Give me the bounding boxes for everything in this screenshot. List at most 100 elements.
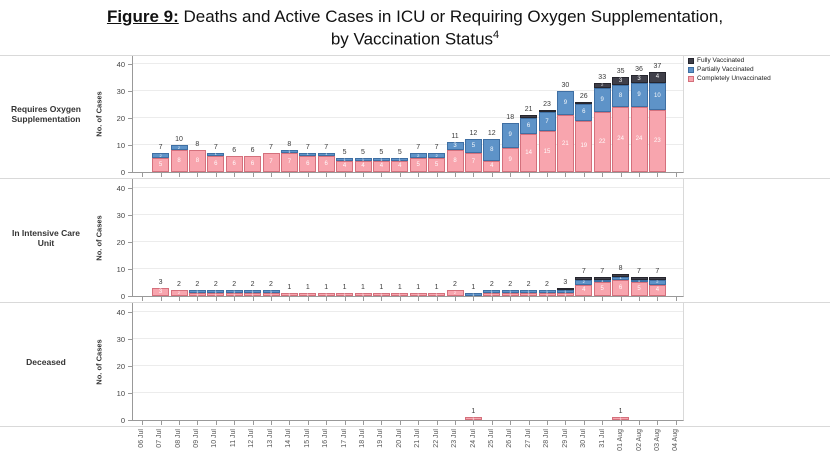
figure-title-line1: Figure 9: Deaths and Active Cases in ICU… (0, 6, 830, 28)
segment-completely-unvaccinated: 4 (575, 285, 593, 296)
segment-value-label: 7 (471, 159, 476, 166)
x-axis-slot: 04 Aug (667, 427, 685, 467)
x-tick-mark (381, 420, 383, 425)
segment-value-label: 1 (214, 291, 217, 297)
stacked-bar: 1 (299, 292, 317, 296)
bar-total-label: 12 (487, 130, 496, 138)
segment-value-label: 1 (619, 415, 622, 421)
bar-total-label: 2 (213, 281, 218, 289)
y-tick-label: 0 (120, 168, 125, 178)
segment-value-label: 1 (417, 291, 420, 297)
segment-value-label: 1 (251, 288, 254, 294)
y-tick-mark (128, 187, 132, 189)
segment-partially-vaccinated: 5 (464, 139, 482, 153)
x-axis-label: 31 Jul (598, 428, 606, 448)
segment-value-label: 1 (490, 291, 493, 297)
segment-value-label: 1 (564, 288, 567, 294)
segment-completely-unvaccinated: 1 (501, 292, 519, 296)
segment-partially-vaccinated: 1 (593, 279, 611, 283)
segment-value-label: 1 (527, 288, 530, 294)
segment-value-label: 8 (490, 147, 494, 154)
segment-completely-unvaccinated: 5 (630, 282, 648, 296)
bar-total-label: 36 (635, 65, 643, 73)
gridline (133, 337, 683, 339)
y-tick-mark (128, 392, 132, 394)
footnote-reference: 4 (493, 29, 500, 42)
segment-partially-vaccinated: 8 (483, 139, 501, 162)
segment-value-label: 5 (434, 162, 439, 169)
x-tick-mark (197, 420, 199, 425)
segment-completely-unvaccinated: 22 (593, 112, 611, 172)
x-axis-label: 16 Jul (322, 428, 330, 448)
segment-value-label: 5 (637, 286, 641, 293)
x-tick-mark (271, 296, 272, 301)
segment-partially-vaccinated: 9 (501, 123, 519, 148)
x-tick-mark (160, 172, 162, 177)
segment-completely-unvaccinated: 3 (152, 287, 170, 296)
x-axis-label: 23 Jul (451, 428, 459, 448)
segment-value-label: 6 (306, 160, 310, 167)
segment-value-label: 5 (416, 162, 420, 169)
segment-partially-vaccinated: 1 (372, 157, 390, 161)
segment-completely-unvaccinated: 6 (207, 155, 225, 172)
segment-value-label: 1 (472, 291, 475, 297)
x-tick-mark (252, 420, 254, 425)
y-tick-mark (128, 90, 132, 92)
segment-partially-vaccinated: 2 (428, 152, 446, 159)
segment-value-label: 4 (361, 163, 365, 170)
segment-value-label: 2 (159, 152, 162, 158)
bar-total-label: 8 (618, 265, 623, 273)
panel-row-label: In Intensive Care Unit (11, 227, 81, 248)
x-tick-mark (215, 172, 217, 177)
stacked-bar: 1 (612, 415, 630, 421)
x-axis-slot: 14 Jul (280, 427, 298, 467)
x-tick-mark (583, 172, 585, 177)
x-tick-mark (675, 172, 677, 177)
gridline (133, 310, 683, 312)
x-axis-slot: 28 Jul (538, 427, 556, 467)
segment-partially-vaccinated: 1 (336, 157, 354, 161)
x-axis-label: 25 Jul (488, 428, 496, 448)
x-tick-mark (510, 172, 512, 177)
segment-value-label: 8 (618, 93, 623, 100)
segment-completely-unvaccinated: 5 (409, 158, 427, 172)
segment-fully-vaccinated (538, 109, 556, 113)
bar-total-label: 8 (287, 141, 292, 149)
segment-completely-unvaccinated: 8 (446, 150, 464, 172)
bar-total-label: 2 (545, 281, 549, 289)
segment-completely-unvaccinated: 1 (372, 292, 390, 296)
bar-total-label: 7 (324, 143, 329, 151)
segment-completely-unvaccinated: 1 (520, 292, 538, 296)
x-tick-mark (473, 420, 475, 425)
figure-title-line2: by Vaccination Status4 (330, 29, 500, 49)
y-tick-label: 10 (116, 389, 125, 399)
segment-completely-unvaccinated: 1 (428, 292, 446, 296)
x-axis-slot: 10 Jul (206, 427, 224, 467)
x-axis-label: 17 Jul (340, 428, 348, 448)
bar-total-label: 1 (379, 284, 384, 292)
segment-value-label: 1 (398, 291, 401, 297)
segment-value-label: 1 (637, 278, 641, 283)
stacked-bar: 6 (244, 155, 262, 172)
segment-value-label: 3 (618, 78, 623, 85)
segment-completely-unvaccinated: 6 (299, 155, 317, 172)
segment-fully-vaccinated (648, 276, 666, 280)
segment-fully-vaccinated: 3 (612, 77, 630, 86)
x-axis-label: 11 Jul (229, 428, 237, 448)
segment-fully-vaccinated (612, 274, 630, 277)
x-tick-mark (307, 420, 309, 425)
legend-label: Fully Vaccinated (697, 57, 745, 64)
x-tick-mark (547, 420, 548, 425)
segment-value-label: 1 (288, 291, 291, 297)
segment-value-label: 4 (655, 287, 660, 294)
stacked-bar: 2 (446, 290, 464, 296)
segment-completely-unvaccinated: 6 (612, 279, 630, 296)
x-axis-label: 20 Jul (395, 428, 403, 448)
